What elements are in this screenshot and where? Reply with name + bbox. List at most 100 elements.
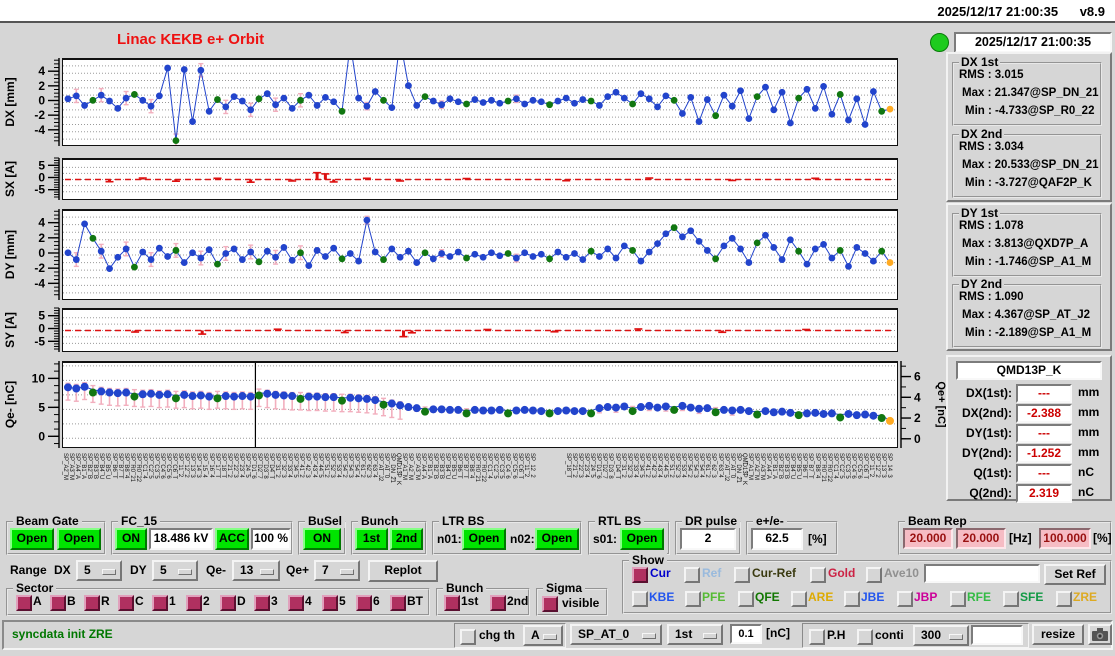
stats-title: DY 2nd [959,277,1005,291]
show-pfe-checkbox[interactable] [685,591,701,607]
ph-checkbox[interactable] [809,629,825,645]
bpm-label: SP_C4_6 [504,453,511,479]
stat-min: Min : -3.727@QAF2P_K [965,177,1092,189]
sigma-group: Sigma visible [536,581,608,616]
stat-rms: RMS : 3.015 [959,69,1024,81]
stat-max: Max : 3.813@QXD7P_A [962,238,1089,250]
bpm-label: SP_A2_M [752,453,759,481]
show-group: Show Cur Ref Cur-Ref Gold Ave10 Set Ref KBE P… [622,553,1112,614]
sector-b-checkbox[interactable] [50,595,66,611]
svg-text:SY [A]: SY [A] [3,312,17,348]
show-are-checkbox[interactable] [791,591,807,607]
range-qep-dropdown[interactable]: 7 [314,560,360,581]
chart-sx [62,158,898,200]
sector-c-checkbox[interactable] [118,595,134,611]
show-jbe-checkbox[interactable] [844,591,860,607]
fc15-on-button[interactable]: ON [115,528,147,550]
beam-rep-field3: 100.000 [1039,528,1091,549]
sector-bt-checkbox[interactable] [390,595,406,611]
timestamp-field: 2025/12/17 21:00:35 [954,32,1112,53]
sector-d-checkbox[interactable] [220,595,236,611]
show-gold-checkbox[interactable] [810,567,826,583]
chg-th-checkbox[interactable] [460,629,476,645]
s01-label: s01: [593,532,618,546]
stat-max: Max : 21.347@SP_DN_21 [962,87,1099,99]
show-jbe-label: JBE [861,590,885,604]
beam-gate-open1-button[interactable]: Open [10,528,54,550]
sigma-visible-checkbox[interactable] [542,596,558,612]
bpm-label: SP_C1_4 [140,453,147,479]
sector-5-checkbox[interactable] [322,595,338,611]
show-jbp-label: JBP [914,590,938,604]
svg-text:6: 6 [914,370,921,384]
bunch-1st-label: 1st [461,594,479,608]
bpm-label: SP_42_3 [649,453,656,478]
svg-text:5: 5 [38,309,45,323]
busel-on-button[interactable]: ON [303,528,341,550]
replot-button[interactable]: Replot [368,560,438,582]
show-cur-checkbox[interactable] [632,567,648,583]
svg-text:0: 0 [38,429,45,443]
show-curref-checkbox[interactable] [734,567,750,583]
show-ref-checkbox[interactable] [684,567,700,583]
y-axis-0: 4 2 0 -2 -4 DX [mm] [0,52,62,152]
sector-a-checkbox[interactable] [16,595,32,611]
sector-3-checkbox[interactable] [254,595,270,611]
sector-6-checkbox[interactable] [356,595,372,611]
dr-pulse-group: DR pulse 2 [675,514,741,555]
show-qfe-checkbox[interactable] [738,591,754,607]
beam-gate-open2-button[interactable]: Open [57,528,101,550]
range-dy-dropdown[interactable]: 5 [152,560,198,581]
status-bar: syncdata init ZRE chg th A SP_AT_0 1st [… [2,620,1113,650]
count-dropdown[interactable]: 300 [913,625,969,646]
ltr-n02-open-button[interactable]: Open [535,528,579,550]
svg-text:5: 5 [38,158,45,172]
sector-r-checkbox[interactable] [84,595,100,611]
stats-title: DX 2nd [959,127,1005,141]
bunch-1st-checkbox[interactable] [444,595,460,611]
bunch-2nd-checkbox[interactable] [490,595,506,611]
show-sfe-checkbox[interactable] [1003,591,1019,607]
extra-input[interactable] [971,625,1023,645]
show-jbp-checkbox[interactable] [897,591,913,607]
status-message: syncdata init ZRE [12,627,113,641]
range-dx-dropdown[interactable]: 5 [76,560,122,581]
bpm-label: SP_B2_B [431,453,438,480]
show-curref-label: Cur-Ref [752,566,796,580]
show-rfe-checkbox[interactable] [950,591,966,607]
bpm-label: SP_R0_22 [134,453,141,483]
th-select-dropdown[interactable]: A [523,625,563,646]
sector-2-checkbox[interactable] [186,595,202,611]
menu-bar: 2025/12/17 21:00:35 v8.9 [0,0,1115,23]
threshold-input[interactable] [730,624,762,644]
ltr-n01-open-button[interactable]: Open [462,528,506,550]
group-label: FC_15 [118,514,161,528]
set-ref-button[interactable]: Set Ref [1044,564,1106,585]
bunch-2nd-button[interactable]: 2nd [390,528,423,550]
sector-4-checkbox[interactable] [288,595,304,611]
bunch-1st-button[interactable]: 1st [355,528,388,550]
rtl-s01-open-button[interactable]: Open [620,528,664,550]
resize-button[interactable]: resize [1032,624,1084,645]
bpm-label: SP_17_T [213,453,220,479]
svg-text:SX [A]: SX [A] [3,161,17,197]
show-rfe-label: RFE [967,590,991,604]
stat-rms: RMS : 1.090 [959,291,1024,303]
show-ave10-checkbox[interactable] [866,567,882,583]
camera-button[interactable] [1088,624,1112,645]
show-zre-checkbox[interactable] [1056,591,1072,607]
bunch-select-dropdown[interactable]: 1st [667,624,723,645]
sector-1-label: 1 [169,594,176,608]
y-axis-1: 5 0 -5 SX [A] [0,152,62,206]
qmd-title-field: QMD13P_K [956,361,1102,380]
conti-checkbox[interactable] [857,629,873,645]
ref-name-input[interactable] [924,564,1040,583]
range-qem-dropdown[interactable]: 13 [232,560,280,581]
group-label: Bunch [358,514,402,528]
qmd-row-label: Q(2nd): [969,486,1012,500]
bpm-select-dropdown[interactable]: SP_AT_0 [570,624,662,645]
fc15-acc-button[interactable]: ACC [215,528,249,550]
sector-1-checkbox[interactable] [152,595,168,611]
bpm-label: SP_51_2 [322,453,329,478]
show-kbe-checkbox[interactable] [632,591,648,607]
